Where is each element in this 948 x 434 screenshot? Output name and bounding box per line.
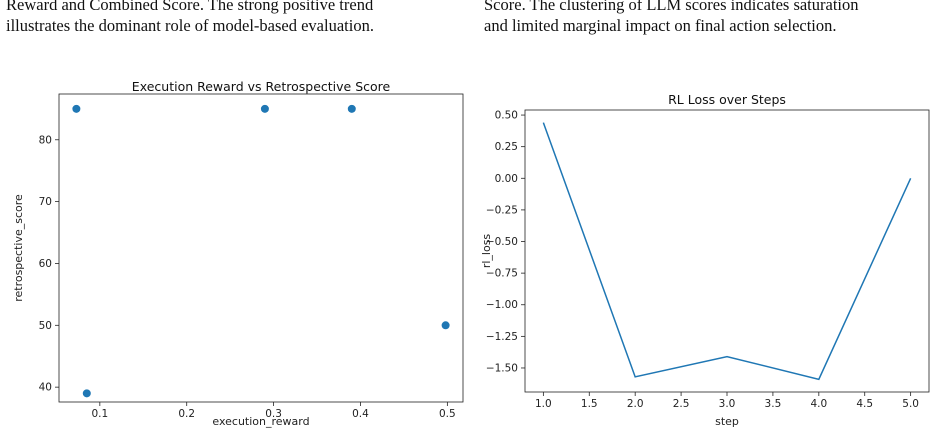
x-tick-label: 2.0 [627, 398, 644, 410]
y-tick-label: 40 [39, 382, 52, 394]
figure-caption-left: Reward and Combined Score. The strong po… [6, 0, 466, 36]
plot-frame [524, 109, 930, 393]
caption-line: illustrates the dominant role of model-b… [6, 16, 374, 35]
y-tick-label: 80 [39, 134, 52, 146]
x-tick-label: 3.0 [719, 398, 736, 410]
y-tick-label: 0.50 [495, 110, 518, 122]
y-tick-label: 60 [39, 258, 52, 270]
caption-line: Score. The clustering of LLM scores indi… [484, 0, 859, 14]
x-tick-label: 1.5 [581, 398, 598, 410]
x-tick-label: 5.0 [902, 398, 919, 410]
x-tick-label: 0.2 [178, 408, 195, 420]
line-chart: RL Loss over Steps 1.0 1.5 2.0 2.5 3.0 3.5 4.0 4… [480, 92, 930, 428]
x-tick-label: 4.5 [856, 398, 873, 410]
x-tick-label: 0.5 [439, 408, 456, 420]
y-tick-label: −1.00 [486, 299, 518, 311]
y-tick-label: −0.50 [486, 236, 518, 248]
y-tick-label: 0.00 [495, 173, 518, 185]
x-tick-label: 0.4 [352, 408, 369, 420]
y-tick-label: −0.25 [486, 204, 518, 216]
y-axis-label: retrospective_score [12, 194, 25, 302]
scatter-point [347, 104, 356, 113]
plot-frame [58, 93, 464, 403]
scatter-point [260, 104, 269, 113]
y-tick-label: −1.25 [486, 331, 518, 343]
caption-line: and limited marginal impact on final act… [484, 16, 837, 35]
y-tick-label: 0.25 [495, 141, 518, 153]
scatter-point [82, 389, 91, 398]
scatter-chart: Execution Reward vs Retrospective Score 0… [12, 79, 464, 428]
scatter-point [441, 321, 450, 330]
figure-caption-right: Score. The clustering of LLM scores indi… [484, 0, 944, 36]
x-tick-label: 3.5 [765, 398, 782, 410]
x-axis-label: step [715, 415, 739, 428]
y-tick-label: 70 [39, 196, 52, 208]
chart-title: Execution Reward vs Retrospective Score [132, 79, 391, 94]
x-tick-label: 0.1 [91, 408, 108, 420]
x-axis-label: execution_reward [212, 415, 309, 428]
x-tick-label: 4.0 [810, 398, 827, 410]
x-tick-label: 0.3 [265, 408, 282, 420]
y-tick-label: −0.75 [486, 268, 518, 280]
x-tick-label: 2.5 [673, 398, 690, 410]
scatter-point [72, 104, 81, 113]
y-tick-label: −1.50 [486, 362, 518, 374]
y-tick-label: 50 [39, 320, 52, 332]
series-line [542, 122, 912, 381]
caption-line: Reward and Combined Score. The strong po… [6, 0, 374, 14]
chart-title: RL Loss over Steps [668, 92, 786, 107]
x-tick-label: 1.0 [535, 398, 552, 410]
y-axis-label: rl_loss [480, 234, 493, 269]
